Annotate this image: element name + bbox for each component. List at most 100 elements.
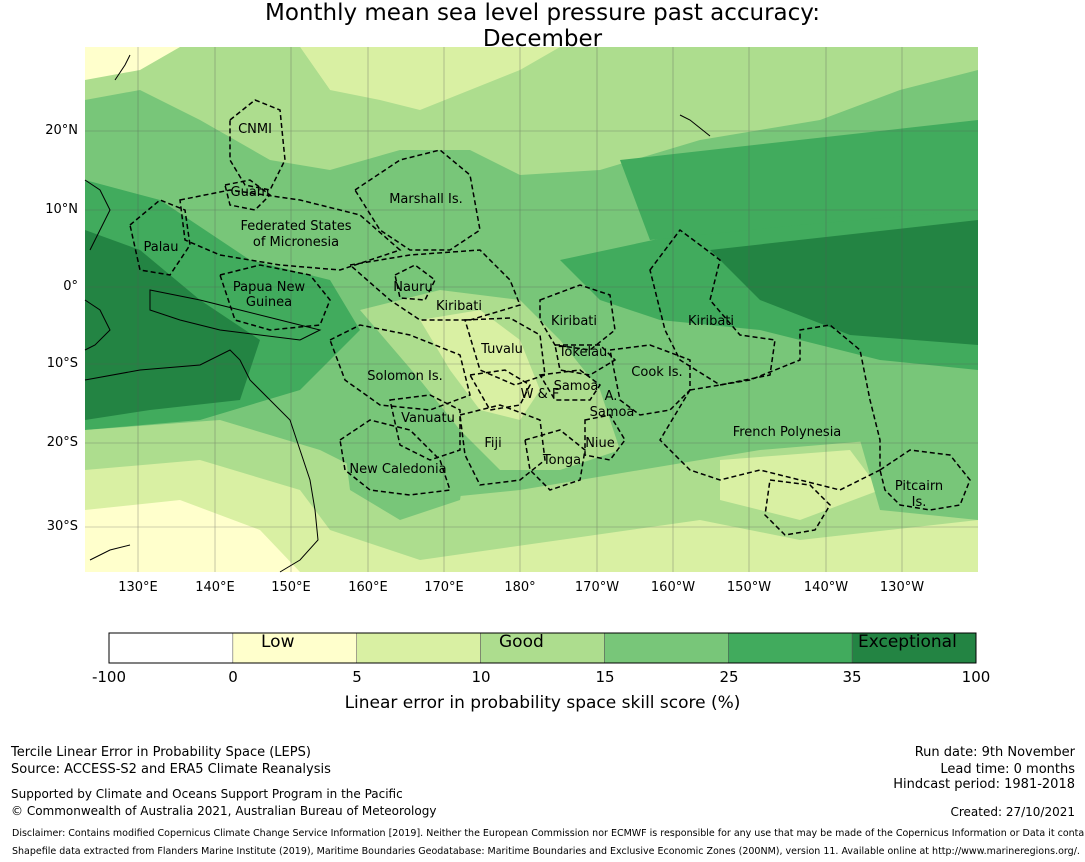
footer-method: Tercile Linear Error in Probability Spac… (11, 745, 311, 760)
footer-support: Supported by Climate and Oceans Support … (11, 787, 403, 801)
colorbar (108, 632, 977, 664)
label-pitcairn-2: Is. (912, 495, 927, 510)
label-nauru: Nauru (393, 280, 433, 295)
lon-label-180: 180° (504, 580, 536, 595)
label-pitcairn-1: Pitcairn (895, 479, 943, 494)
eez-tonga (524, 429, 586, 491)
eez-french-polynesia (659, 324, 881, 491)
eez-kiribati-w (348, 249, 522, 321)
japan-coast (114, 54, 131, 81)
eez-cnmi (229, 99, 286, 191)
footer-run-date: Run date: 9th November (914, 745, 1075, 760)
footer-lead-time: Lead time: 0 months (940, 762, 1075, 777)
eez-samoa (538, 369, 602, 401)
colorbar-category-low: Low (261, 632, 295, 652)
map-title: Monthly mean sea level pressure past acc… (0, 0, 1085, 52)
eez-vanuatu (389, 394, 461, 461)
lat-label-30s: 30°S (46, 519, 78, 534)
eez-guam (224, 179, 272, 211)
label-kiribati-west: Kiribati (436, 299, 482, 314)
colorbar-frame (108, 632, 977, 664)
lon-label-160w: 160°W (650, 580, 696, 595)
lat-label-20s: 20°S (46, 435, 78, 450)
lon-label-130w: 130°W (879, 580, 925, 595)
colorbar-tick: 35 (842, 668, 862, 686)
colorbar-tick: 25 (719, 668, 739, 686)
eez-pitcairn-sw (764, 479, 831, 536)
label-tonga: Tonga (542, 453, 581, 468)
label-guam: Guam (231, 185, 270, 200)
label-french-polynesia: French Polynesia (733, 425, 842, 440)
eez-new-caledonia (339, 419, 452, 496)
footer-source: Source: ACCESS-S2 and ERA5 Climate Reana… (11, 762, 331, 777)
colorbar-tick: 100 (961, 668, 991, 686)
colorbar-tick: 15 (595, 668, 615, 686)
label-kiribati-east: Kiribati (688, 314, 734, 329)
lat-label-0: 0° (63, 279, 78, 294)
lon-label-170e: 170°E (424, 580, 464, 595)
eez-kiribati-e (649, 228, 776, 386)
label-cnmi: CNMI (238, 122, 272, 137)
footer-shapefile: Shapefile data extracted from Flanders M… (12, 846, 1080, 857)
lon-label-140e: 140°E (195, 580, 235, 595)
label-solomon: Solomon Is. (367, 369, 443, 384)
new-zealand-coast (89, 544, 131, 561)
label-cook: Cook Is. (631, 365, 682, 380)
eez-fsm (179, 189, 402, 271)
eez-niue (584, 414, 626, 461)
colorbar-category-good: Good (499, 632, 544, 652)
label-american-samoa-2: Samoa (590, 405, 635, 420)
australia-coast (84, 349, 319, 573)
colorbar-bin (851, 632, 977, 664)
colorbar-swatches (108, 632, 977, 664)
label-fsm-1: Federated States (241, 219, 352, 234)
footer-created: Created: 27/10/2021 (950, 805, 1075, 819)
colorbar-tick: 0 (228, 668, 238, 686)
philippines-coast (84, 179, 111, 251)
footer-disclaimer: Disclaimer: Contains modified Copernicus… (12, 828, 1085, 839)
label-kiribati-central: Kiribati (551, 314, 597, 329)
colorbar-bin (604, 632, 729, 664)
label-tuvalu: Tuvalu (480, 342, 523, 357)
label-png-2: Guinea (246, 295, 292, 310)
eez-solomon (329, 324, 471, 411)
label-fsm-2: of Micronesia (253, 235, 339, 250)
eez-tokelau (554, 344, 617, 376)
eez-wf (468, 369, 531, 411)
lon-label-130e: 130°E (118, 580, 158, 595)
eez-nauru (394, 264, 436, 301)
colorbar-tick: 5 (352, 668, 362, 686)
colorbar-bin (480, 632, 605, 664)
footer-hindcast: Hindcast period: 1981-2018 (893, 777, 1075, 792)
title-line-1: Monthly mean sea level pressure past acc… (265, 0, 820, 26)
lon-label-160e: 160°E (348, 580, 388, 595)
colorbar-label: Linear error in probability space skill … (344, 693, 741, 713)
eez-marshall (353, 149, 481, 251)
eez-kiribati-c (539, 284, 616, 351)
new-guinea-coast (149, 289, 322, 341)
eez-boundaries (129, 99, 971, 536)
lat-label-20n: 20°N (45, 123, 78, 138)
lat-label-10s: 10°S (46, 356, 78, 371)
borneo-coast (84, 299, 111, 351)
lon-label-150w: 150°W (726, 580, 772, 595)
colorbar-category-exceptional: Exceptional (858, 632, 957, 652)
colorbar-bin (356, 632, 481, 664)
footer-copyright: © Commonwealth of Australia 2021, Austra… (11, 804, 437, 818)
label-marshall: Marshall Is. (389, 192, 463, 207)
label-vanuatu: Vanuatu (401, 411, 455, 426)
lon-label-140w: 140°W (803, 580, 849, 595)
lon-label-150e: 150°E (271, 580, 311, 595)
eez-png (219, 264, 331, 331)
colorbar-tick: -100 (91, 668, 127, 686)
colorbar-bin (728, 632, 853, 664)
hawaii-coast (679, 114, 711, 137)
colorbar-bin (232, 632, 357, 664)
eez-pitcairn (879, 449, 971, 511)
eez-cook (609, 344, 691, 416)
label-american-samoa-1: A. (605, 389, 618, 404)
label-samoa: Samoa (554, 379, 599, 394)
label-niue: Niue (585, 436, 615, 451)
skill-field (85, 47, 978, 572)
graticule (85, 47, 978, 572)
